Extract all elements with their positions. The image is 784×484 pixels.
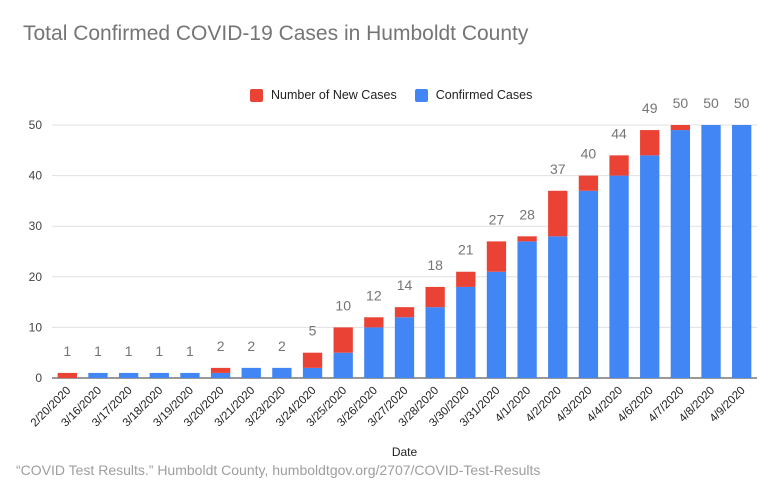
bar-total-label: 2 [217,338,225,354]
bar-new-cases [456,271,476,287]
bar-total-label: 50 [734,95,750,111]
bar-new-cases [670,125,691,131]
legend-item-new-cases: Number of New Cases [250,88,397,102]
x-axis-title: Date [392,445,418,459]
y-tick-label: 20 [29,270,43,284]
bar-total-label: 1 [186,343,194,359]
y-tick-label: 0 [35,371,42,385]
bar-confirmed-cases [701,125,721,378]
bar-new-cases [548,190,568,237]
bar-confirmed-cases [517,241,537,378]
bar-confirmed-cases [425,307,445,378]
bar-total-label: 2 [247,338,255,354]
bar-new-cases [640,130,660,156]
bar-confirmed-cases [88,372,108,378]
bar-confirmed-cases [302,367,323,378]
bar-new-cases [609,155,629,176]
legend-swatch-new-cases [250,88,263,102]
bar-confirmed-cases [149,372,169,378]
bar-total-label: 21 [458,242,474,258]
bar-total-label: 50 [703,95,719,111]
bar-total-label: 5 [309,323,317,339]
bar-confirmed-cases [180,372,200,378]
bar-confirmed-cases [272,367,292,378]
bar-total-label: 1 [155,343,163,359]
bar-total-label: 1 [94,343,102,359]
legend-swatch-confirmed-cases [414,88,428,102]
bar-confirmed-cases [118,372,139,378]
bar-total-label: 28 [519,206,535,222]
bar-total-label: 14 [397,277,413,293]
bar-confirmed-cases [241,367,261,378]
bar-new-cases [302,352,323,368]
bar-total-label: 1 [63,343,71,359]
bar-total-label: 27 [489,211,505,227]
bar-new-cases [578,175,599,191]
legend-label-new-cases: Number of New Cases [271,88,397,102]
bar-new-cases [486,241,507,272]
chart-legend: Number of New Cases Confirmed Cases [250,86,550,104]
chart-title: Total Confirmed COVID-19 Cases in Humbol… [23,22,529,45]
bar-total-label: 40 [581,146,597,162]
bar-new-cases [425,286,445,308]
bar-new-cases [57,372,77,378]
bar-confirmed-cases [578,190,599,378]
bar-confirmed-cases [364,327,384,378]
bar-new-cases [394,307,415,318]
bar-new-cases [210,367,231,373]
bar-confirmed-cases [333,352,353,378]
y-tick-label: 30 [29,219,43,233]
bar-total-label: 49 [642,100,658,116]
bar-total-label: 44 [611,125,627,141]
bar-confirmed-cases [640,155,660,378]
bar-total-label: 1 [125,343,133,359]
bar-total-label: 37 [550,161,566,177]
y-tick-label: 40 [29,169,43,183]
bar-new-cases [333,327,353,353]
bar-new-cases [364,317,384,328]
bar-confirmed-cases [210,372,231,378]
y-tick-label: 10 [29,320,43,334]
y-tick-label: 50 [29,118,43,132]
bar-confirmed-cases [394,317,415,378]
bar-total-label: 50 [673,95,689,111]
bar-confirmed-cases [609,175,629,378]
legend-item-confirmed-cases: Confirmed Cases [414,88,533,102]
bar-confirmed-cases [456,286,476,378]
bar-total-label: 2 [278,338,286,354]
bar-total-label: 10 [335,297,351,313]
bar-confirmed-cases [732,125,752,378]
legend-label-confirmed-cases: Confirmed Cases [435,88,533,102]
source-citation: “COVID Test Results.” Humboldt County, h… [16,462,541,478]
bar-confirmed-cases [670,130,691,378]
bar-new-cases [517,236,537,242]
bar-confirmed-cases [548,236,568,378]
bar-total-label: 18 [427,257,443,273]
bar-total-label: 12 [366,287,382,303]
bar-confirmed-cases [486,271,507,378]
